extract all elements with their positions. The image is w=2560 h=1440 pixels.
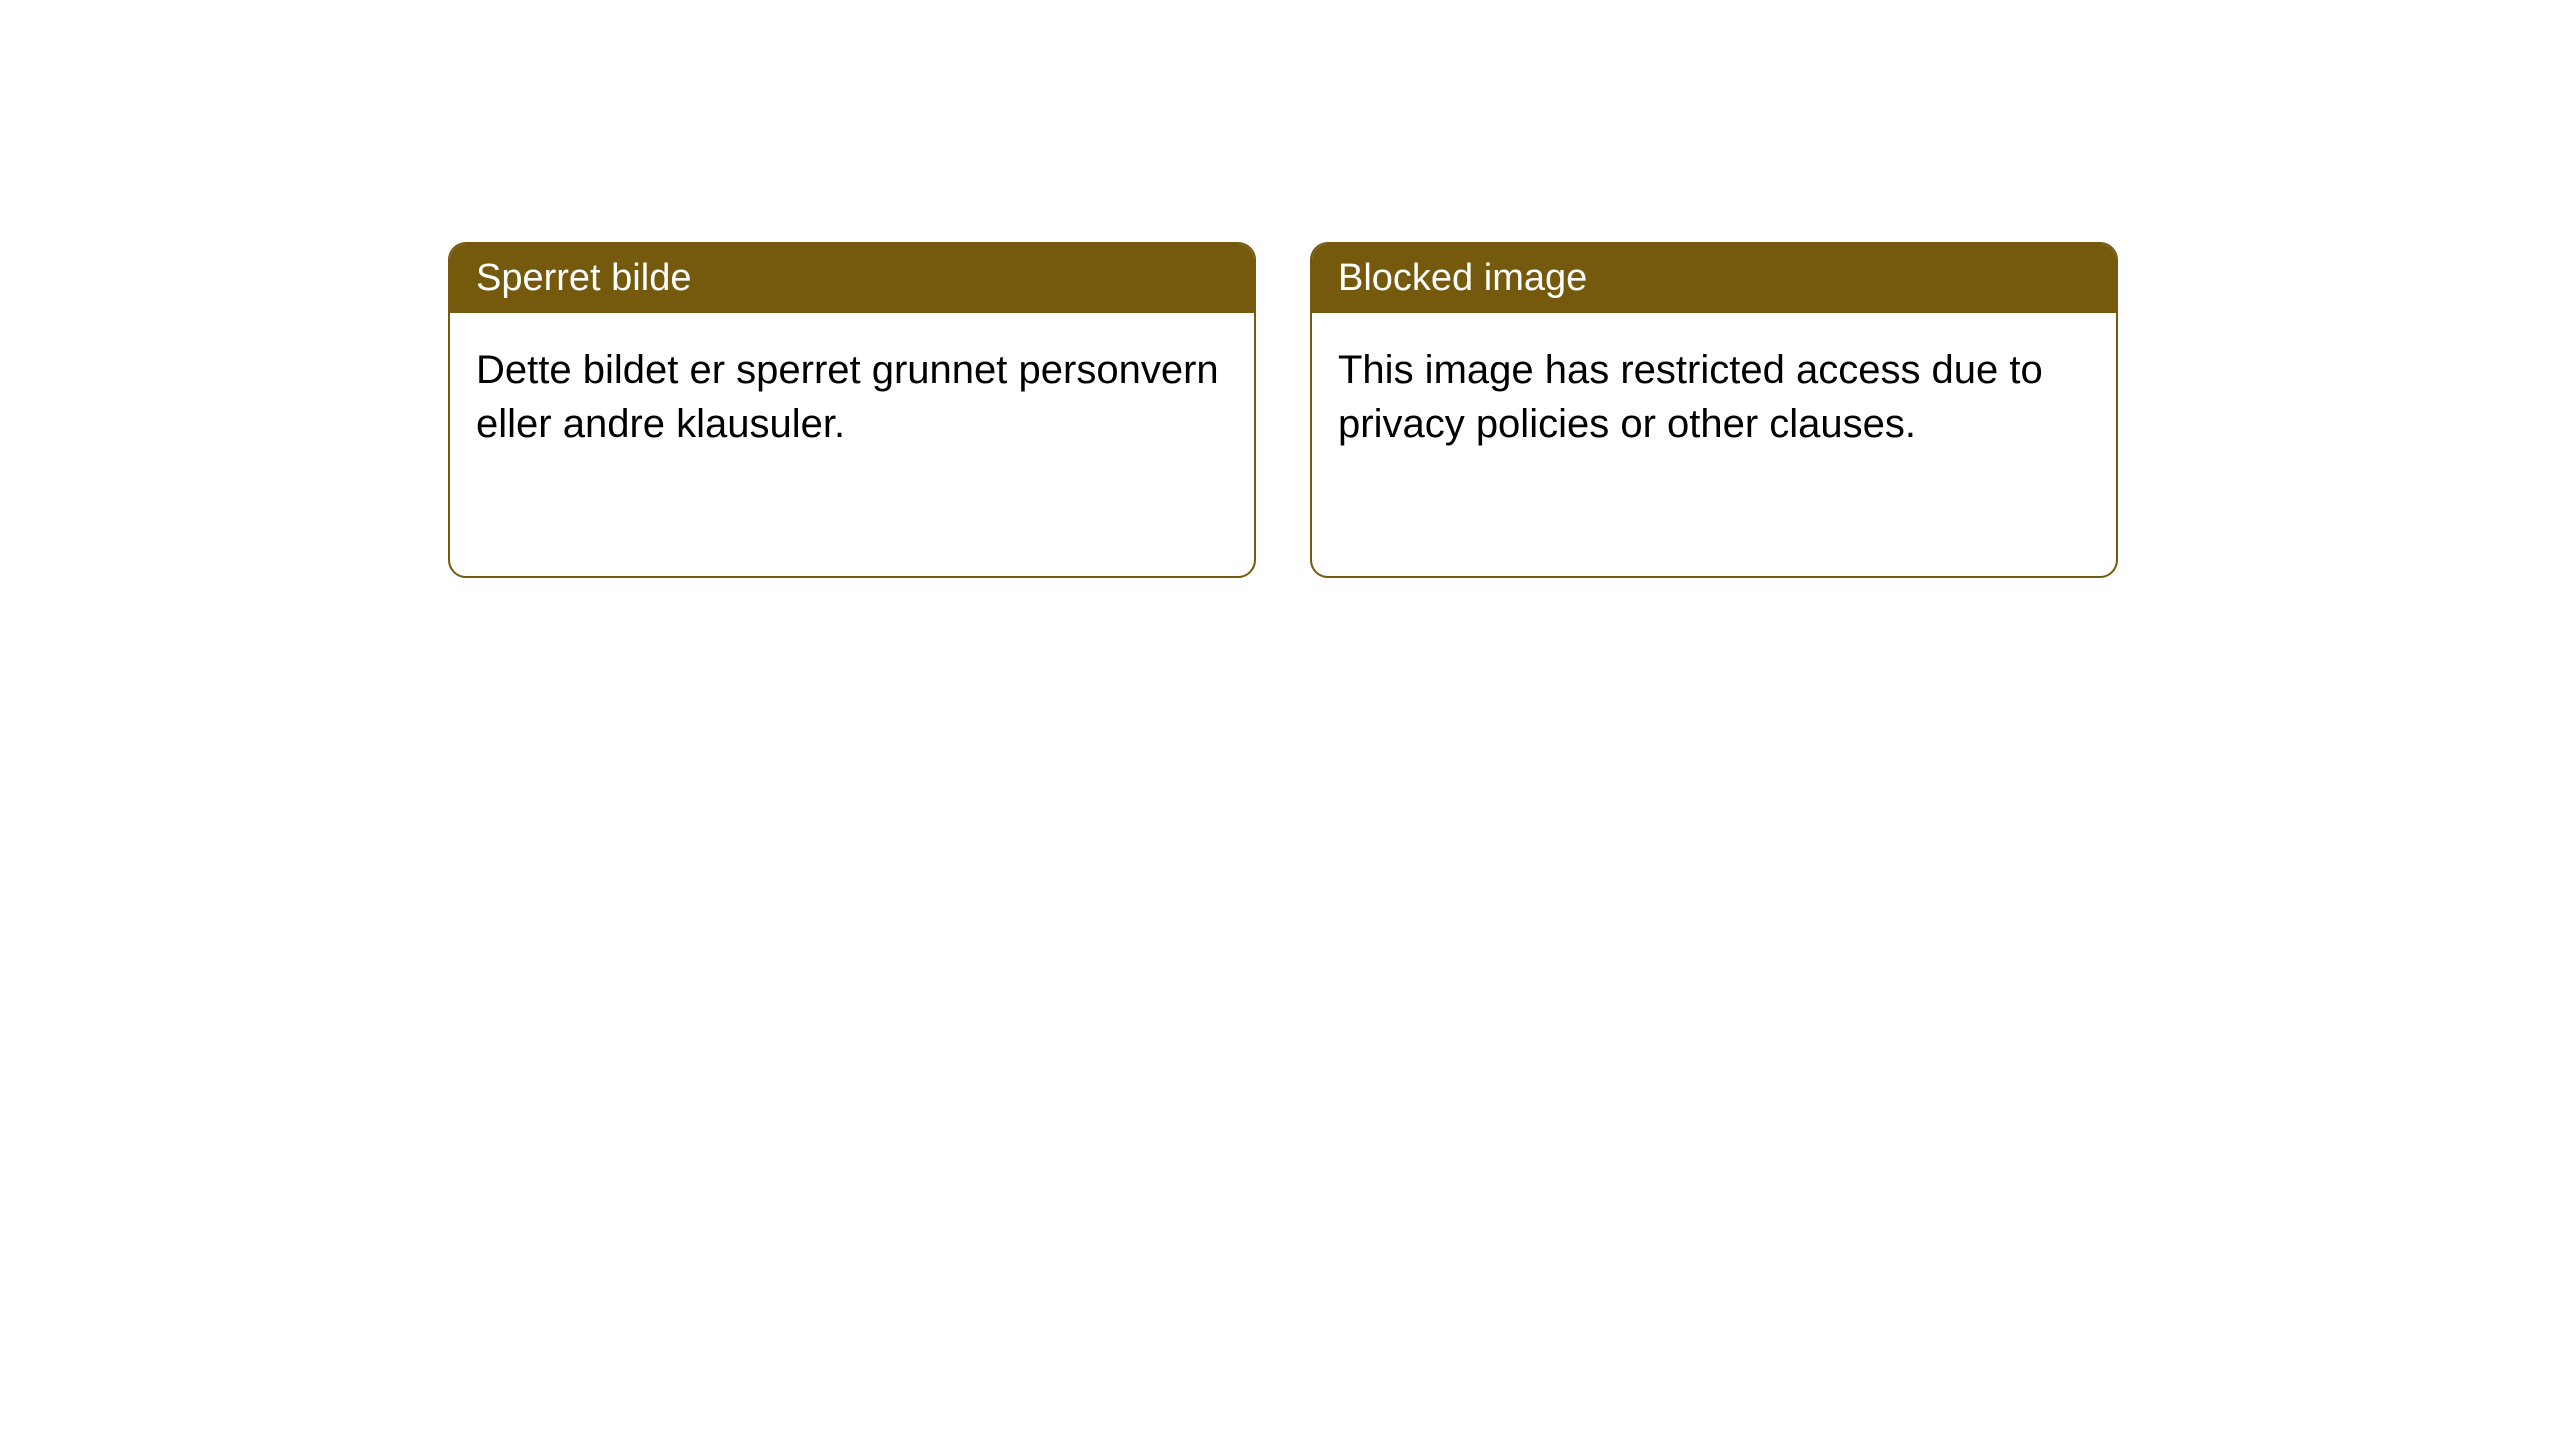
notice-title: Sperret bilde — [476, 257, 691, 299]
notice-card-norwegian: Sperret bilde Dette bildet er sperret gr… — [448, 242, 1256, 578]
notice-title: Blocked image — [1338, 257, 1587, 299]
notice-container: Sperret bilde Dette bildet er sperret gr… — [448, 242, 2118, 578]
notice-body: Dette bildet er sperret grunnet personve… — [450, 313, 1254, 481]
notice-header: Blocked image — [1312, 244, 2116, 313]
notice-card-english: Blocked image This image has restricted … — [1310, 242, 2118, 578]
notice-message: Dette bildet er sperret grunnet personve… — [476, 348, 1219, 446]
notice-header: Sperret bilde — [450, 244, 1254, 313]
notice-message: This image has restricted access due to … — [1338, 348, 2043, 446]
notice-body: This image has restricted access due to … — [1312, 313, 2116, 481]
